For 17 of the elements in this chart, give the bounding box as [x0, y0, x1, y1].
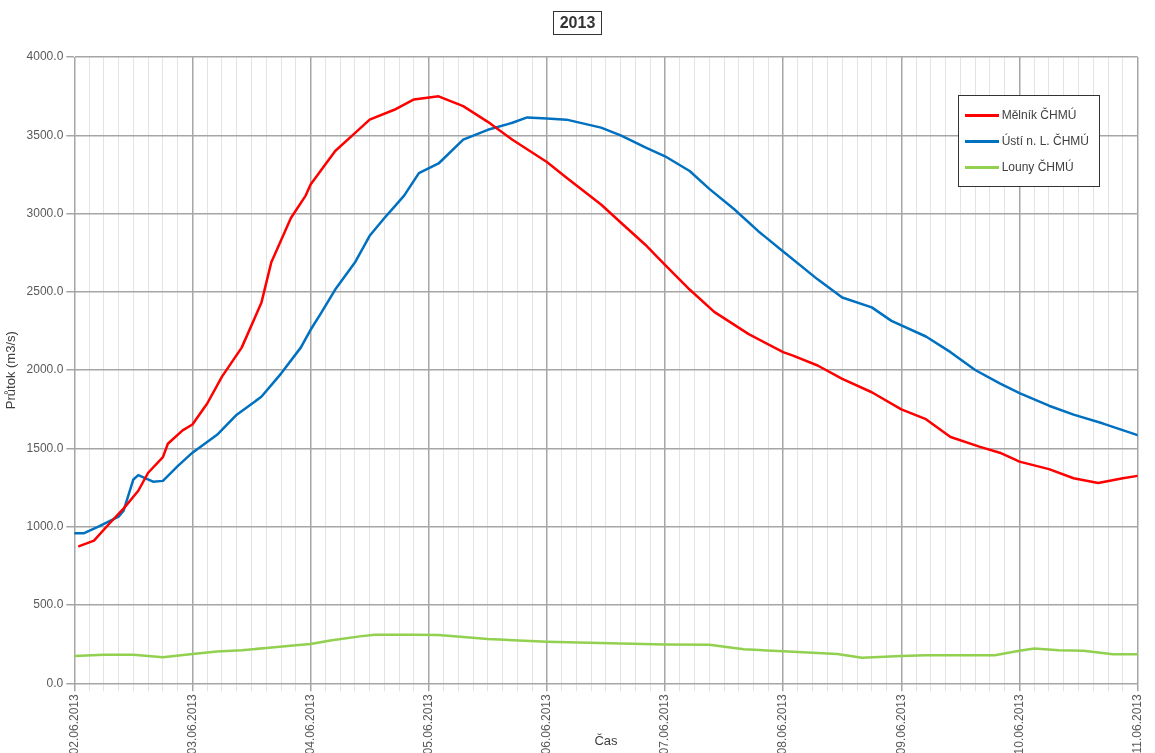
y-tick-label: 1000.0	[26, 519, 64, 534]
y-tick-label: 0.0	[46, 675, 64, 690]
x-tick-label: 10.06.2013	[1011, 694, 1026, 753]
y-tick-label: 3500.0	[26, 127, 64, 142]
y-tick-label: 4000.0	[26, 49, 64, 64]
legend-label: Mělník ČHMÚ	[1001, 108, 1077, 122]
x-tick-label: 11.06.2013	[1129, 694, 1144, 753]
y-tick-label: 2000.0	[26, 362, 64, 377]
y-axis-title: Průtok (m3/s)	[3, 331, 19, 410]
y-tick-label: 1500.0	[26, 440, 64, 455]
legend-label: Ústí n. L. ČHMÚ	[1001, 134, 1089, 148]
legend-label: Louny ČHMÚ	[1001, 160, 1074, 174]
y-tick-label: 500.0	[33, 597, 64, 612]
y-tick-label: 2500.0	[26, 284, 64, 299]
y-tick-label: 3000.0	[26, 205, 64, 220]
x-axis-title: Čas	[594, 732, 619, 748]
chart-title: 2013	[552, 10, 603, 35]
